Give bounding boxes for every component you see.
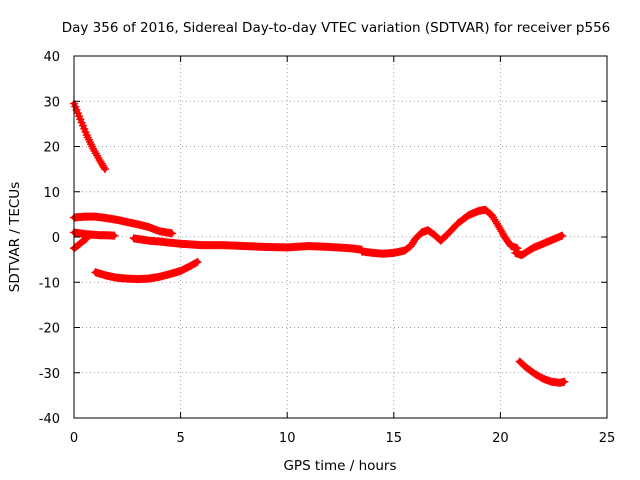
x-tick-label: 0 <box>70 431 78 446</box>
tick-layer: 0 5 10 15 20 25 -40 -30 -20 -10 0 10 20 30 40 <box>39 50 616 446</box>
series-s3 <box>70 228 119 240</box>
data-point <box>82 234 91 243</box>
x-tick-label: 20 <box>492 431 509 446</box>
plot-frame <box>73 55 608 419</box>
x-axis-title: GPS time / hours <box>283 458 396 474</box>
y-tick-label: 0 <box>52 231 60 246</box>
y-tick-label: -30 <box>39 367 60 382</box>
data-point <box>558 231 567 240</box>
data-point <box>560 377 569 386</box>
series-s5 <box>91 257 202 284</box>
chart-title: Day 356 of 2016, Sidereal Day-to-day VTE… <box>62 20 611 36</box>
x-tick-label: 5 <box>176 431 184 446</box>
y-tick-label: -10 <box>39 276 60 291</box>
y-tick-label: 40 <box>43 50 60 65</box>
data-layer <box>70 99 569 387</box>
y-tick-label: -20 <box>39 322 60 337</box>
series-s2 <box>70 212 177 238</box>
x-tick-label: 10 <box>279 431 296 446</box>
x-tick-label: 25 <box>599 431 616 446</box>
grid-layer <box>74 56 607 418</box>
data-point <box>100 165 109 174</box>
series-s4 <box>70 234 91 253</box>
series-s1 <box>70 99 109 174</box>
series-s6 <box>129 234 366 254</box>
data-point <box>99 163 108 172</box>
data-point <box>192 258 201 267</box>
series-s9 <box>515 357 569 387</box>
y-axis-title: SDTVAR / TECUs <box>7 182 23 292</box>
data-point <box>168 229 177 238</box>
data-point <box>193 257 202 266</box>
data-point <box>81 235 90 244</box>
y-tick-label: 20 <box>43 141 60 156</box>
series-s7 <box>357 205 522 258</box>
series-s8 <box>511 231 567 260</box>
y-tick-label: 10 <box>43 186 60 201</box>
y-tick-label: -40 <box>39 412 60 427</box>
data-point <box>110 231 119 240</box>
y-tick-label: 30 <box>43 95 60 110</box>
x-tick-label: 15 <box>386 431 403 446</box>
